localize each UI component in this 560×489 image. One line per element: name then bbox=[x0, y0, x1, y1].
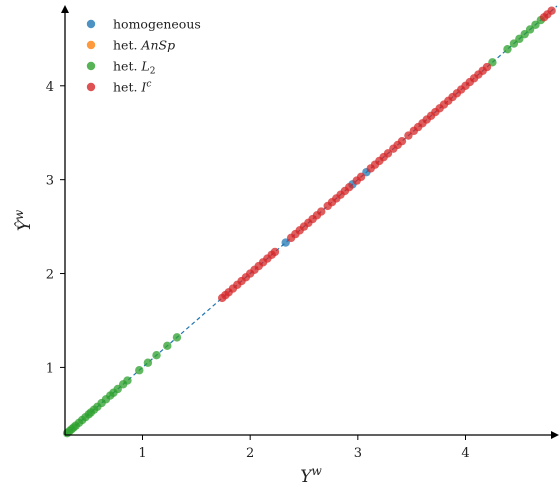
y-axis-label: Ŷw bbox=[12, 209, 35, 231]
x-axis-arrow bbox=[551, 431, 559, 439]
y-tick-label: 3 bbox=[46, 174, 54, 189]
legend-label: het. AnSp bbox=[113, 38, 175, 53]
legend-marker bbox=[86, 82, 96, 92]
y-axis-arrow bbox=[61, 5, 69, 13]
data-point bbox=[123, 376, 132, 385]
data-point bbox=[152, 351, 161, 360]
data-point bbox=[135, 366, 144, 375]
x-axis-label: Yw bbox=[300, 464, 322, 487]
legend-label: het. Ic bbox=[113, 80, 151, 95]
data-point bbox=[397, 136, 407, 146]
points-layer bbox=[62, 6, 556, 438]
x-tick-label: 4 bbox=[461, 446, 469, 461]
legend-item: het. Ic bbox=[86, 80, 151, 95]
legend-marker bbox=[86, 61, 96, 71]
legend: homogeneous het. AnSp het. L2 het. Ic bbox=[86, 17, 201, 95]
y-tick-label: 4 bbox=[46, 80, 54, 95]
x-tick-label: 2 bbox=[246, 446, 254, 461]
legend-marker bbox=[86, 40, 96, 50]
data-point bbox=[547, 6, 556, 15]
data-point bbox=[163, 341, 172, 351]
x-tick-label: 1 bbox=[138, 446, 146, 461]
data-point bbox=[172, 333, 182, 342]
legend-item: het. AnSp bbox=[86, 38, 175, 53]
legend-marker bbox=[86, 19, 96, 29]
data-point bbox=[317, 207, 326, 216]
data-point bbox=[356, 172, 366, 182]
data-point bbox=[270, 247, 280, 257]
x-tick-label: 3 bbox=[354, 446, 362, 461]
y-tick-label: 1 bbox=[46, 361, 54, 376]
series-3 bbox=[62, 15, 546, 438]
data-point bbox=[143, 358, 153, 367]
legend-item: het. L2 bbox=[86, 59, 155, 77]
data-point bbox=[482, 62, 492, 72]
data-point bbox=[345, 182, 354, 192]
y-tick-label: 2 bbox=[46, 268, 54, 283]
legend-label: homogeneous bbox=[113, 17, 201, 32]
axes-layer: 1 2 3 4 1 2 3 4 Yw Ŷw bbox=[12, 5, 559, 487]
data-point bbox=[503, 44, 512, 54]
legend-label: het. L2 bbox=[113, 59, 155, 77]
series-4 bbox=[217, 6, 556, 303]
legend-item: homogeneous bbox=[86, 17, 201, 32]
